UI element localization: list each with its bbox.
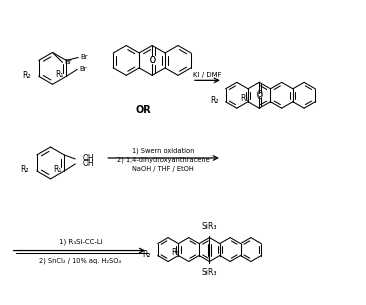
Text: R₁: R₁ — [171, 248, 179, 257]
Text: R₂: R₂ — [210, 96, 219, 105]
Text: SiR₃: SiR₃ — [202, 222, 217, 231]
Text: OH: OH — [82, 154, 94, 163]
Text: R₁: R₁ — [53, 165, 62, 174]
Text: OR: OR — [135, 105, 151, 115]
Text: O: O — [149, 56, 155, 65]
Text: Br: Br — [64, 59, 72, 65]
Text: R₁: R₁ — [56, 70, 64, 79]
Text: NaOH / THF / EtOH: NaOH / THF / EtOH — [132, 166, 194, 172]
Text: R₂: R₂ — [22, 71, 31, 80]
Text: Br: Br — [79, 66, 87, 72]
Text: O: O — [149, 56, 155, 65]
Text: R₂: R₂ — [142, 250, 151, 259]
Text: SiR₃: SiR₃ — [202, 268, 217, 278]
Text: O: O — [256, 92, 262, 101]
Text: KI / DMF: KI / DMF — [193, 72, 221, 78]
Text: 2) SnCl₂ / 10% aq. H₂SO₄: 2) SnCl₂ / 10% aq. H₂SO₄ — [40, 257, 122, 264]
Text: 1) Swern oxidation: 1) Swern oxidation — [132, 148, 194, 154]
Text: R₁: R₁ — [240, 94, 248, 103]
Text: 1) R₃Si-CC-Li: 1) R₃Si-CC-Li — [59, 238, 102, 245]
Text: O: O — [256, 90, 262, 99]
Text: R₂: R₂ — [20, 165, 29, 174]
Text: 2) 1,4-dihydroxyanthracene: 2) 1,4-dihydroxyanthracene — [117, 157, 209, 163]
Text: OH: OH — [82, 160, 94, 168]
Text: Br: Br — [80, 54, 88, 60]
